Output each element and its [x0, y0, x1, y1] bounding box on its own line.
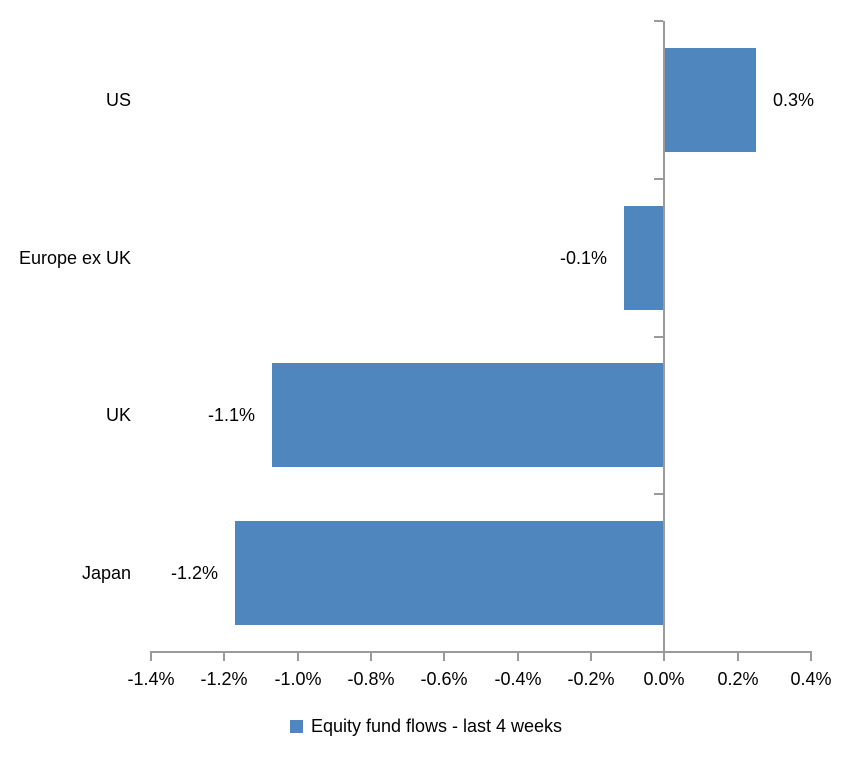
category-label-europe-ex-uk: Europe ex UK — [18, 248, 131, 268]
value-axis-tick — [443, 651, 445, 661]
value-axis-tick — [223, 651, 225, 661]
legend: Equity fund flows - last 4 weeks — [0, 715, 852, 737]
x-tick-label: -1.4% — [127, 669, 175, 689]
bar-japan — [235, 521, 665, 625]
x-tick-label: 0.4% — [790, 669, 832, 689]
bar-value-label-uk: -1.1% — [207, 405, 255, 425]
value-axis-tick — [663, 651, 665, 661]
x-tick-label: -1.2% — [200, 669, 248, 689]
bar-us — [664, 48, 757, 152]
x-tick-label: -0.6% — [420, 669, 468, 689]
category-axis-line — [663, 21, 665, 661]
category-axis-tick — [654, 178, 663, 180]
bar-uk — [272, 363, 664, 467]
x-tick-label: -0.8% — [347, 669, 395, 689]
x-tick-label: -0.4% — [494, 669, 542, 689]
bar-value-label-us: 0.3% — [773, 90, 815, 110]
x-tick-label: -0.2% — [567, 669, 615, 689]
legend-label: Equity fund flows - last 4 weeks — [310, 716, 563, 736]
category-label-us: US — [105, 90, 131, 110]
value-axis-tick — [810, 651, 812, 661]
bar-europe-ex-uk — [624, 206, 664, 310]
category-label-uk: UK — [105, 405, 131, 425]
value-axis-tick — [737, 651, 739, 661]
category-axis-tick — [654, 20, 663, 22]
x-tick-label: -1.0% — [274, 669, 322, 689]
category-axis-tick — [654, 336, 663, 338]
legend-swatch-icon — [289, 719, 303, 733]
value-axis-tick — [517, 651, 519, 661]
x-tick-label: 0.0% — [643, 669, 685, 689]
value-axis-tick — [150, 651, 152, 661]
x-tick-label: 0.2% — [717, 669, 759, 689]
category-label-japan: Japan — [81, 563, 131, 583]
value-axis-line — [151, 651, 811, 653]
value-axis-tick — [370, 651, 372, 661]
bar-value-label-europe-ex-uk: -0.1% — [559, 248, 607, 268]
bar-value-label-japan: -1.2% — [170, 563, 218, 583]
value-axis-tick — [297, 651, 299, 661]
value-axis-tick — [590, 651, 592, 661]
category-axis-tick — [654, 493, 663, 495]
